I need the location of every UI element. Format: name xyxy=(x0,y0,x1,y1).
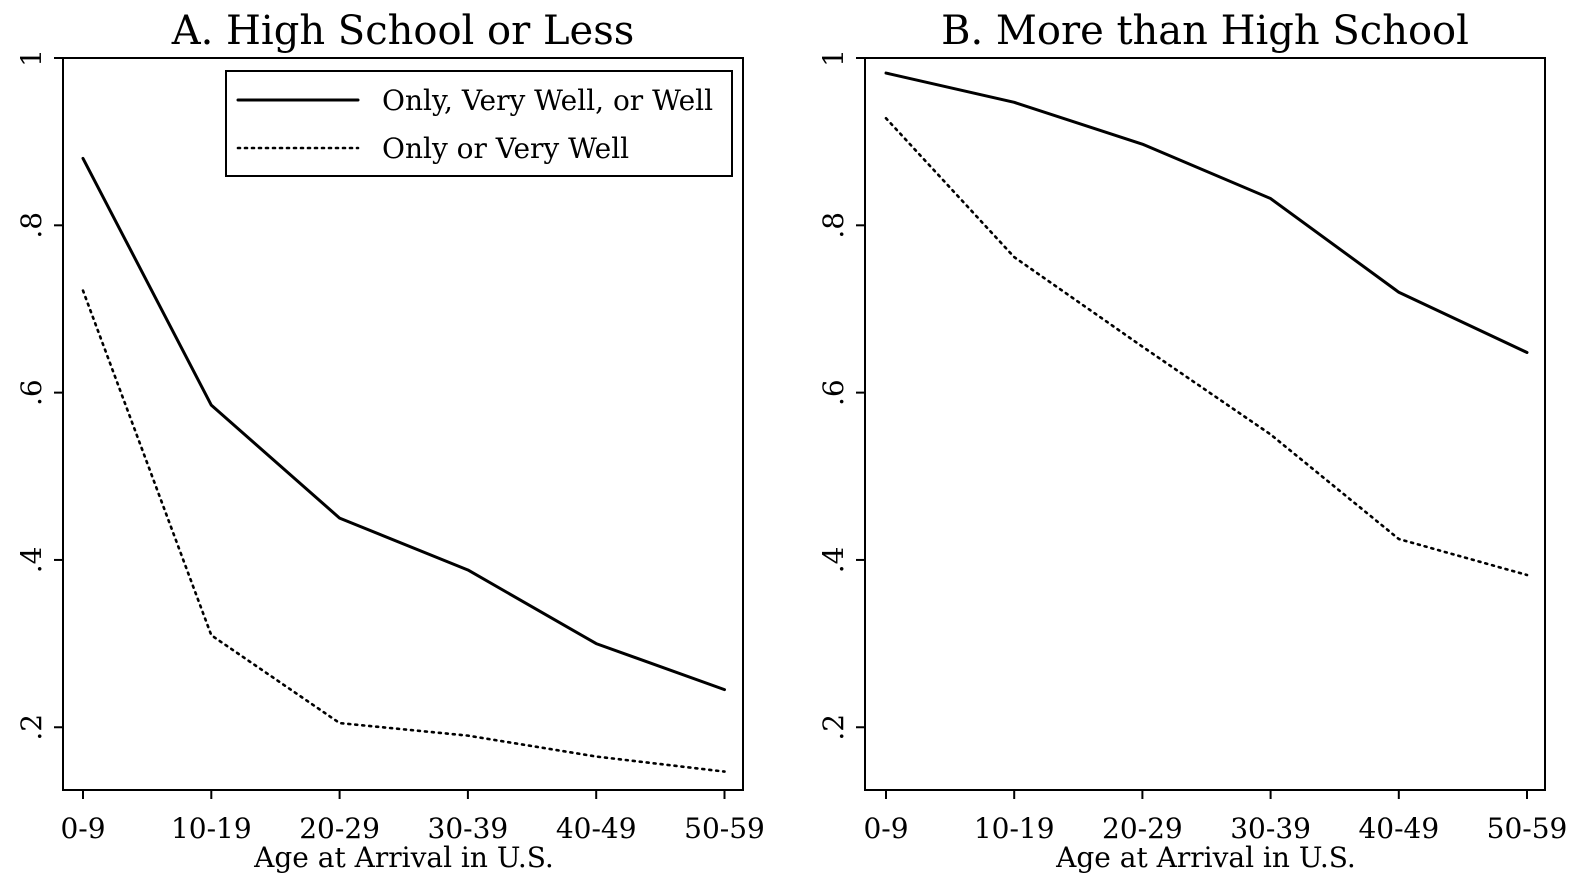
y-tick-label: .2 xyxy=(15,714,48,741)
legend-box xyxy=(225,70,733,177)
y-tick-label: 1 xyxy=(817,49,850,67)
plot-frame xyxy=(864,57,1546,791)
panel-a: A. High School or Less .2 .4 .6 .8 1 0-9 10-19 2… xyxy=(15,8,765,874)
legend-label: Only or Very Well xyxy=(382,132,629,165)
legend: Only, Very Well, or Well Only or Very Wel… xyxy=(225,70,733,177)
x-tick-label: 20-29 xyxy=(299,812,380,845)
chart-title: B. More than High School xyxy=(941,8,1469,54)
x-tick-label: 20-29 xyxy=(1102,812,1183,845)
y-tick-label: .6 xyxy=(817,379,850,406)
x-tick-label: 40-49 xyxy=(556,812,637,845)
series-line-dotted xyxy=(81,289,726,773)
x-tick-label: 40-49 xyxy=(1358,812,1439,845)
x-tick-label: 0-9 xyxy=(863,812,908,845)
chart-title: A. High School or Less xyxy=(171,8,635,54)
y-tick-label: 1 xyxy=(15,49,48,67)
x-tick-label: 50-59 xyxy=(684,812,765,845)
series-line-solid xyxy=(884,71,1529,354)
y-tick-label: .4 xyxy=(15,547,48,574)
y-tick-label: .4 xyxy=(817,547,850,574)
x-axis-title: Age at Arrival in U.S. xyxy=(253,841,554,874)
y-tick-label: .6 xyxy=(15,379,48,406)
x-tick-label: 10-19 xyxy=(171,812,252,845)
x-tick-label: 10-19 xyxy=(974,812,1055,845)
panel-b: B. More than High School .2 .4 .6 .8 1 0-9 10-1… xyxy=(817,8,1567,874)
x-tick-label: 30-39 xyxy=(428,812,509,845)
plot-frame xyxy=(62,57,744,791)
series-line-solid xyxy=(81,156,726,692)
y-tick-label: .8 xyxy=(15,212,48,239)
x-tick-label: 50-59 xyxy=(1487,812,1568,845)
y-tick-label: .8 xyxy=(817,212,850,239)
x-tick-label: 0-9 xyxy=(60,812,105,845)
series-line-dotted xyxy=(884,116,1529,577)
x-axis-title: Age at Arrival in U.S. xyxy=(1055,841,1356,874)
x-tick-label: 30-39 xyxy=(1230,812,1311,845)
legend-label: Only, Very Well, or Well xyxy=(382,84,713,117)
y-tick-label: .2 xyxy=(817,714,850,741)
